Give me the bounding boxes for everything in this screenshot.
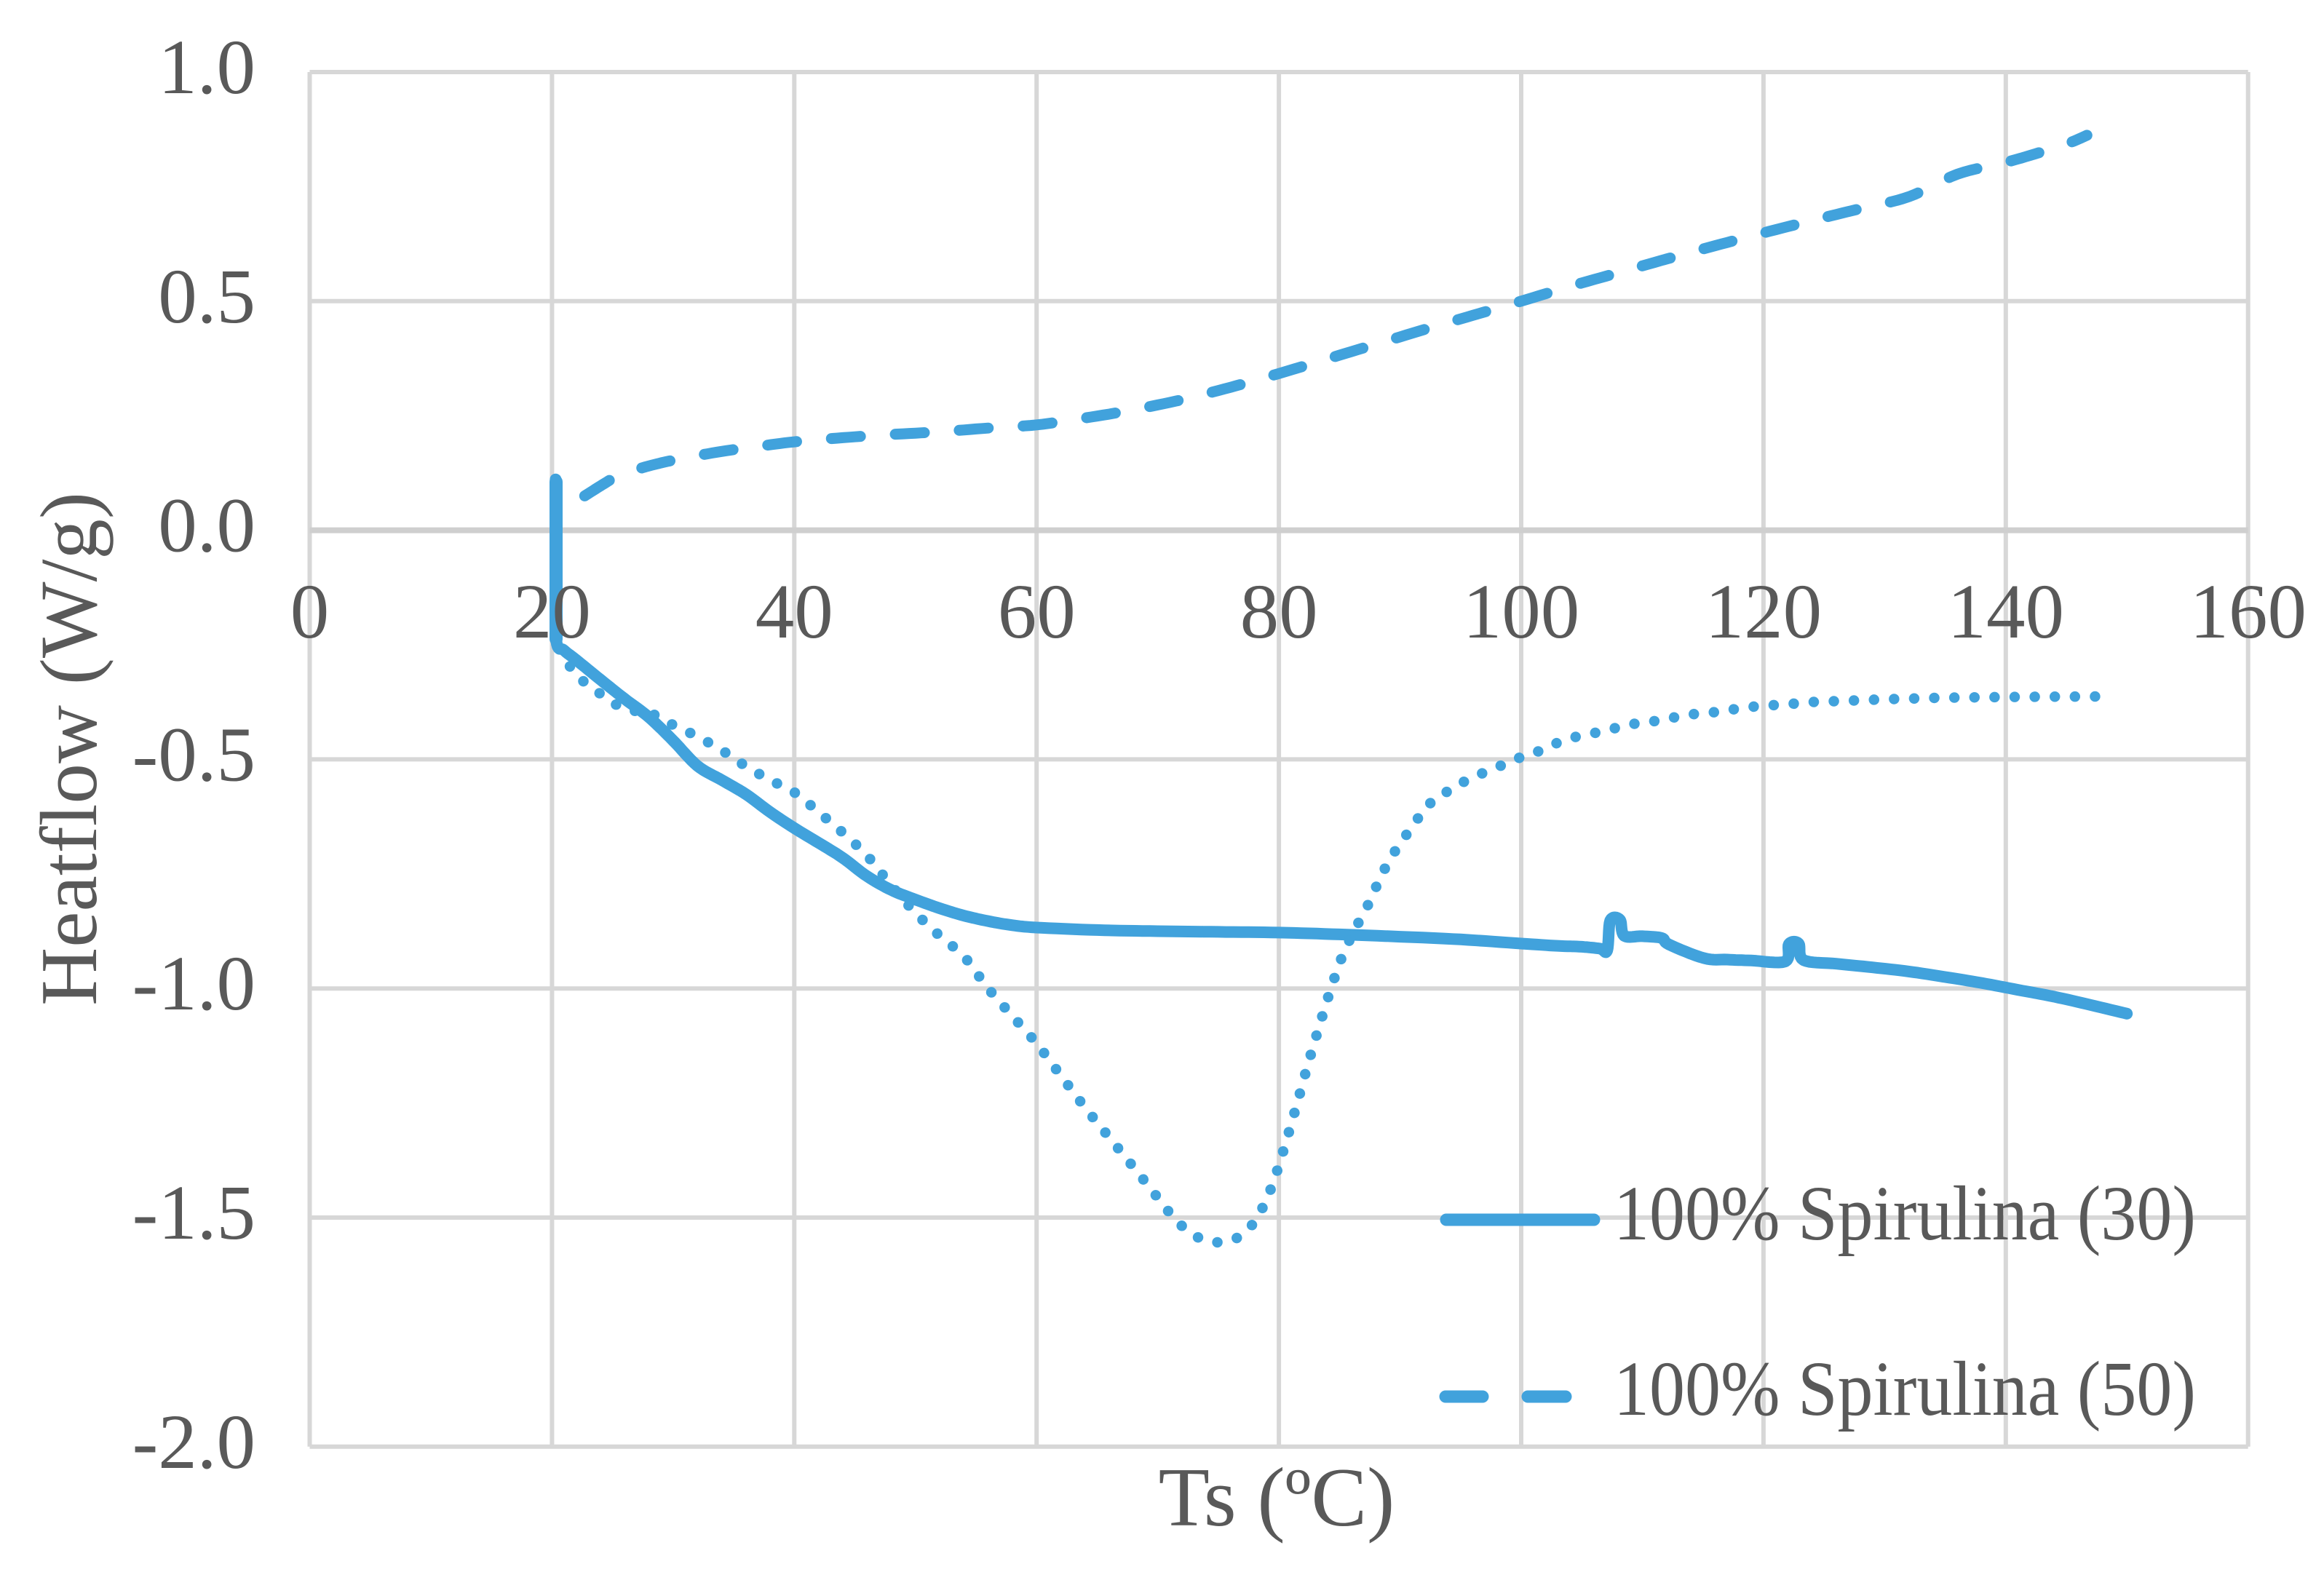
svg-text:20: 20 xyxy=(513,569,591,655)
svg-text:80: 80 xyxy=(1240,569,1318,655)
svg-text:-1.0: -1.0 xyxy=(132,941,255,1027)
svg-text:-2.0: -2.0 xyxy=(132,1400,255,1485)
svg-text:0.0: 0.0 xyxy=(158,483,255,569)
svg-text:100% Spirulina (50): 100% Spirulina (50) xyxy=(1614,1346,2196,1432)
svg-text:-0.5: -0.5 xyxy=(132,712,255,798)
svg-text:100: 100 xyxy=(1463,569,1580,655)
svg-text:-1.5: -1.5 xyxy=(132,1170,255,1256)
svg-text:120: 120 xyxy=(1705,569,1823,655)
svg-text:40: 40 xyxy=(756,569,833,655)
svg-text:60: 60 xyxy=(998,569,1076,655)
svg-text:0: 0 xyxy=(290,569,330,655)
svg-text:0.5: 0.5 xyxy=(158,254,255,340)
svg-text:160: 160 xyxy=(2189,569,2307,655)
svg-text:Ts (ºC): Ts (ºC) xyxy=(1159,1451,1395,1544)
svg-text:140: 140 xyxy=(1948,569,2065,655)
svg-text:100% Spirulina (30): 100% Spirulina (30) xyxy=(1614,1171,2196,1257)
svg-text:1.0: 1.0 xyxy=(158,25,255,111)
svg-text:Heatflow (W/g): Heatflow (W/g) xyxy=(25,492,114,1006)
